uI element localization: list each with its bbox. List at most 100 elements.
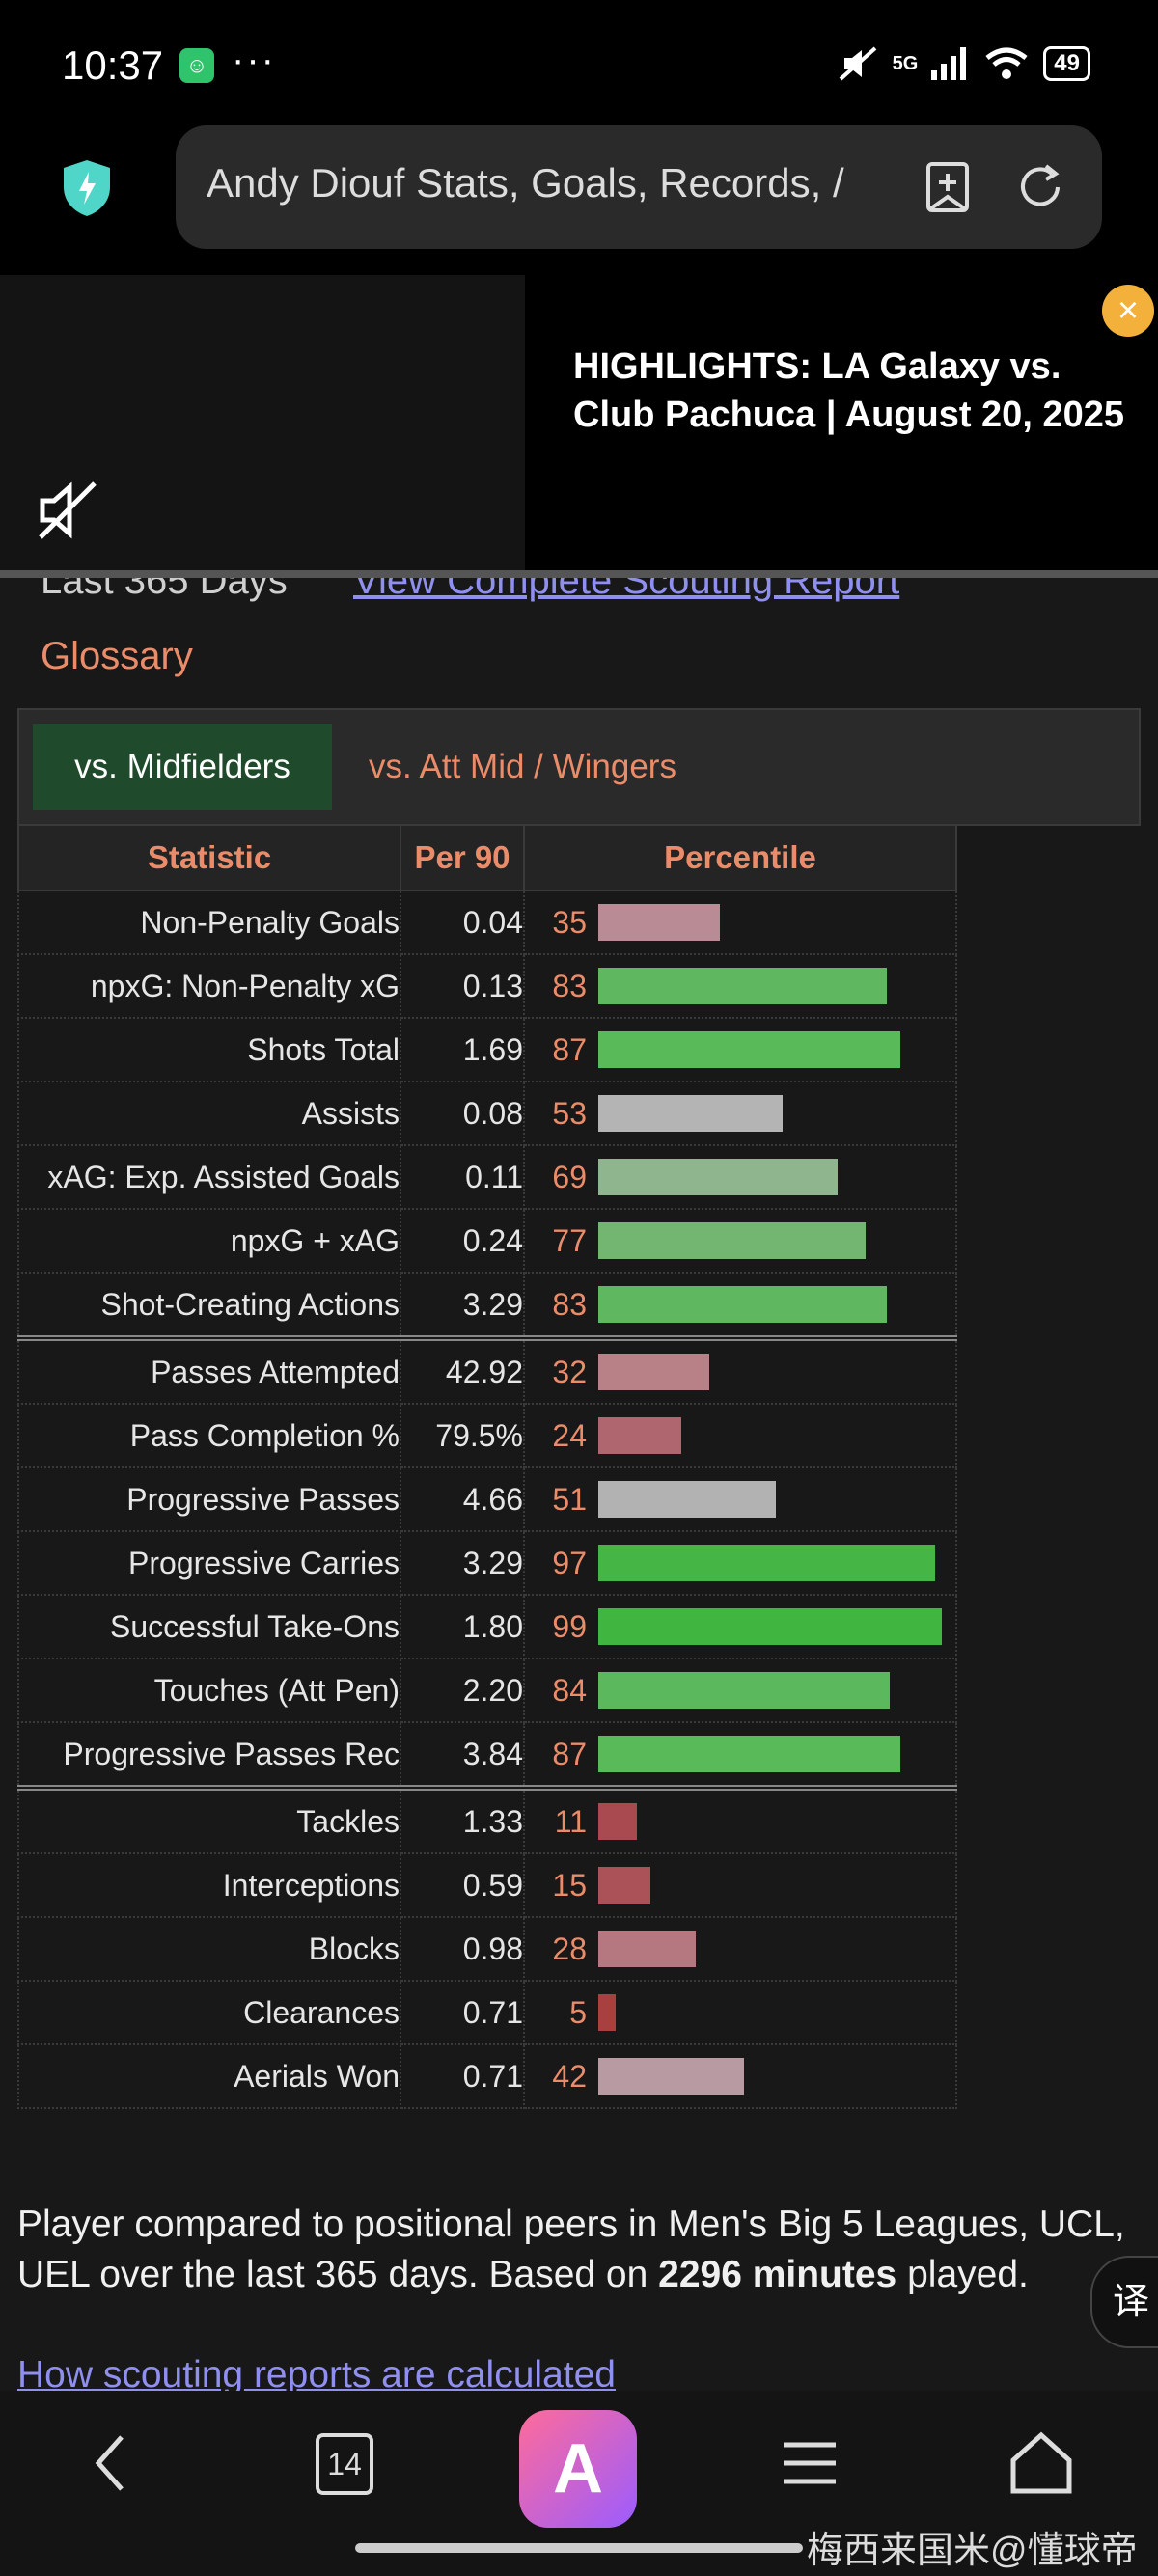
- table-row: Shot-Creating Actions 3.29 83: [17, 1272, 957, 1341]
- table-row: Assists 0.08 53: [17, 1081, 957, 1146]
- tabs-count: 14: [316, 2433, 373, 2495]
- menu-icon[interactable]: [766, 2420, 853, 2507]
- translate-button[interactable]: 译: [1090, 2256, 1158, 2348]
- stat-name: Progressive Carries: [17, 1530, 401, 1596]
- stat-name: Non-Penalty Goals: [17, 890, 401, 955]
- per-90-value: 0.13: [400, 953, 525, 1019]
- per-90-value: 79.5%: [400, 1403, 525, 1468]
- percentile-value: 28: [552, 1932, 587, 1966]
- percentile-value: 32: [552, 1355, 587, 1389]
- glossary-link[interactable]: Glossary: [41, 635, 193, 677]
- url-text[interactable]: Andy Diouf Stats, Goals, Records, /: [207, 160, 844, 206]
- video-divider: [0, 570, 1158, 578]
- tab-vs-att-mid-wingers[interactable]: vs. Att Mid / Wingers: [369, 748, 676, 785]
- per-90-value: 0.98: [400, 1916, 525, 1982]
- status-icons: 5G 49: [837, 44, 1090, 83]
- table-row: Blocks 0.98 28: [17, 1916, 957, 1982]
- browser-toolbar: Andy Diouf Stats, Goals, Records, /: [0, 125, 1158, 275]
- comparison-tabs: vs. Midfielders vs. Att Mid / Wingers: [17, 708, 1141, 826]
- how-calculated-link[interactable]: How scouting reports are calculated: [17, 2354, 616, 2396]
- percentile-cell: 99: [523, 1594, 957, 1659]
- notification-app-icon: ☺: [179, 48, 214, 83]
- percentile-cell: 42: [523, 2043, 957, 2109]
- battery-indicator: 49: [1043, 46, 1090, 81]
- percentile-value: 5: [569, 1995, 587, 2030]
- percentile-bar: [598, 1867, 650, 1904]
- percentile-cell: 53: [523, 1081, 957, 1146]
- percentile-cell: 5: [523, 1980, 957, 2045]
- stat-name: Progressive Passes Rec: [17, 1721, 401, 1791]
- stat-name: Shot-Creating Actions: [17, 1272, 401, 1341]
- stat-name: Pass Completion %: [17, 1403, 401, 1468]
- address-bar[interactable]: Andy Diouf Stats, Goals, Records, /: [176, 125, 1102, 249]
- percentile-cell: 83: [523, 1272, 957, 1341]
- percentile-bar: [598, 1672, 890, 1709]
- percentile-bar: [598, 968, 887, 1004]
- home-indicator[interactable]: [355, 2543, 803, 2553]
- stat-name: Passes Attempted: [17, 1337, 401, 1405]
- stat-name: Successful Take-Ons: [17, 1594, 401, 1659]
- header-statistic[interactable]: Statistic: [17, 824, 401, 891]
- percentile-value: 42: [552, 2059, 587, 2094]
- reload-icon[interactable]: [1011, 158, 1069, 216]
- per-90-value: 0.24: [400, 1208, 525, 1274]
- percentile-cell: 97: [523, 1530, 957, 1596]
- table-row: Successful Take-Ons 1.80 99: [17, 1594, 957, 1659]
- bottom-navigation: 14 A: [0, 2391, 1158, 2576]
- percentile-cell: 51: [523, 1466, 957, 1532]
- per-90-value: 0.11: [400, 1144, 525, 1210]
- header-per-90[interactable]: Per 90: [400, 824, 525, 891]
- percentile-bar: [598, 1608, 942, 1645]
- tab-vs-midfielders[interactable]: vs. Midfielders: [33, 724, 332, 810]
- per-90-value: 3.29: [400, 1272, 525, 1341]
- watermark: 梅西来国米@懂球帝: [807, 2531, 1138, 2571]
- percentile-bar: [598, 2058, 744, 2095]
- stat-name: Aerials Won: [17, 2043, 401, 2109]
- status-time: 10:37: [62, 42, 164, 88]
- percentile-cell: 35: [523, 890, 957, 955]
- per-90-value: 1.33: [400, 1787, 525, 1854]
- percentile-value: 77: [552, 1223, 587, 1258]
- shield-icon[interactable]: [60, 158, 114, 218]
- table-row: Aerials Won 0.71 42: [17, 2043, 957, 2109]
- table-row: Tackles 1.33 11: [17, 1787, 957, 1854]
- percentile-cell: 84: [523, 1658, 957, 1723]
- stat-name: Tackles: [17, 1787, 401, 1854]
- wifi-icon: [985, 47, 1028, 79]
- video-frame[interactable]: [0, 275, 525, 574]
- percentile-cell: 11: [523, 1787, 957, 1854]
- percentile-bar: [598, 1994, 616, 2031]
- signal-icon: [931, 47, 967, 80]
- video-title[interactable]: HIGHLIGHTS: LA Galaxy vs. Club Pachuca |…: [573, 346, 1124, 435]
- table-row: Shots Total 1.69 87: [17, 1017, 957, 1082]
- per-90-value: 2.20: [400, 1658, 525, 1723]
- stat-name: Assists: [17, 1081, 401, 1146]
- browser-assistant-button[interactable]: A: [519, 2410, 637, 2528]
- percentile-value: 69: [552, 1160, 587, 1194]
- percentile-value: 11: [554, 1804, 587, 1839]
- percentile-value: 99: [552, 1609, 587, 1644]
- close-video-icon[interactable]: ×: [1102, 285, 1154, 337]
- table-row: Interceptions 0.59 15: [17, 1852, 957, 1918]
- add-bookmark-icon[interactable]: [919, 158, 977, 216]
- table-row: Progressive Passes 4.66 51: [17, 1466, 957, 1532]
- muted-speaker-icon[interactable]: [35, 478, 100, 543]
- minutes-played: 2296 minutes: [658, 2254, 897, 2295]
- percentile-bar: [598, 904, 720, 941]
- table-row: Non-Penalty Goals 0.04 35: [17, 890, 957, 955]
- per-90-value: 0.08: [400, 1081, 525, 1146]
- home-icon[interactable]: [998, 2420, 1085, 2507]
- percentile-bar: [598, 1417, 681, 1454]
- scouting-report-table: Statistic Per 90 Percentile Non-Penalty …: [17, 824, 957, 2109]
- tabs-button[interactable]: 14: [301, 2420, 388, 2507]
- table-row: Touches (Att Pen) 2.20 84: [17, 1658, 957, 1723]
- percentile-value: 83: [552, 1287, 587, 1322]
- table-row: Progressive Passes Rec 3.84 87: [17, 1721, 957, 1791]
- back-icon[interactable]: [69, 2420, 156, 2507]
- header-percentile[interactable]: Percentile: [523, 824, 957, 891]
- floating-video-player[interactable]: HIGHLIGHTS: LA Galaxy vs. Club Pachuca |…: [0, 275, 1158, 574]
- table-row: Progressive Carries 3.29 97: [17, 1530, 957, 1596]
- percentile-value: 53: [552, 1096, 587, 1131]
- stat-name: npxG + xAG: [17, 1208, 401, 1274]
- percentile-bar: [598, 1803, 637, 1840]
